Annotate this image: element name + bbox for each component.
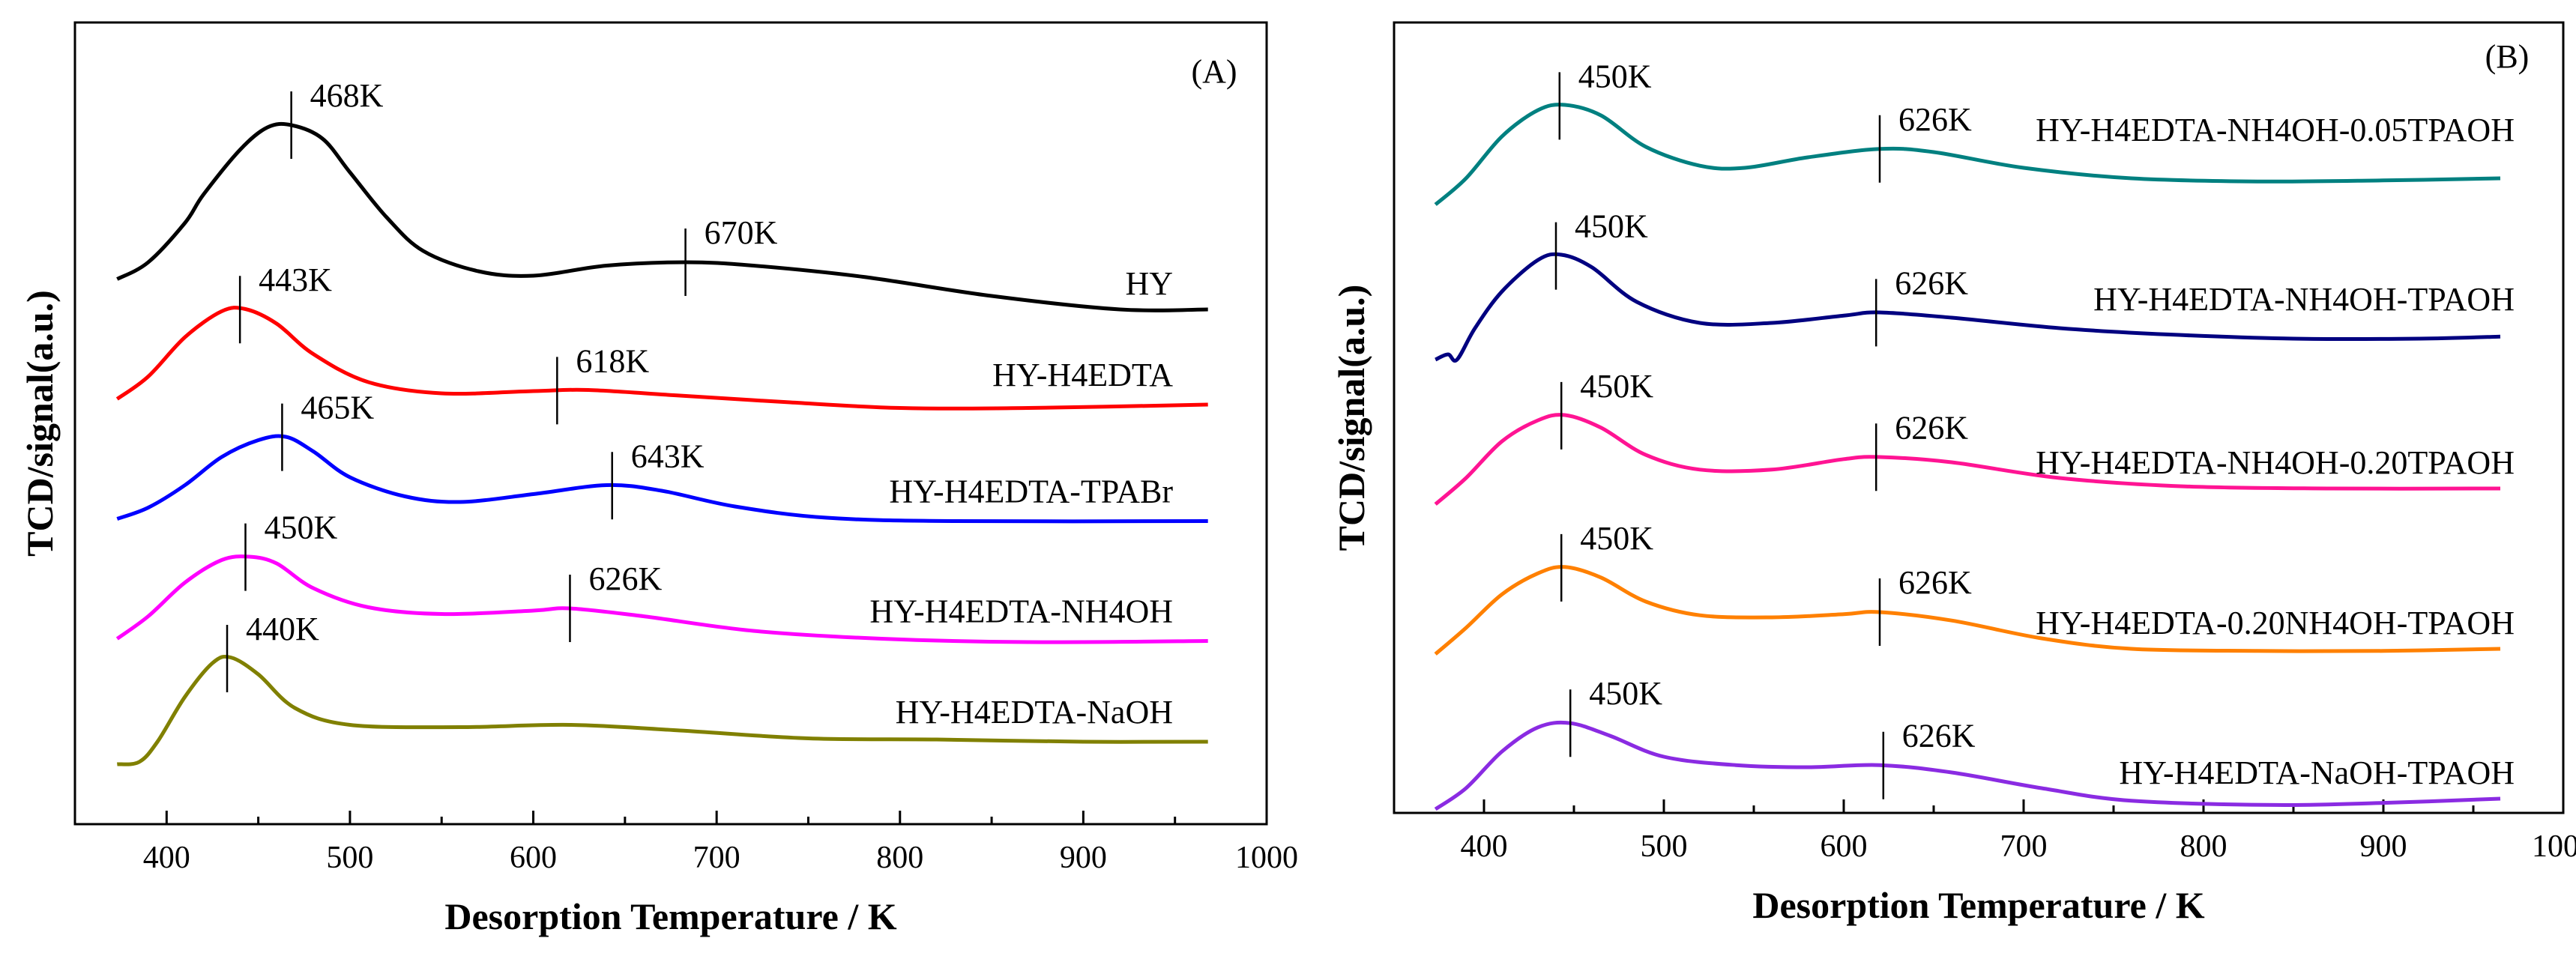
peak-label: 450K	[1580, 368, 1653, 405]
x-tick-label: 600	[1821, 829, 1868, 864]
x-tick-label: 500	[326, 841, 373, 875]
peak-label: 626K	[1902, 718, 1976, 754]
series-label: HY-H4EDTA-NaOH	[896, 694, 1173, 730]
peak-label: 450K	[264, 509, 337, 546]
series-line-1	[116, 121, 1208, 312]
series-line-3	[116, 434, 1208, 524]
series-line-5	[117, 654, 1208, 766]
peak-label: 443K	[259, 261, 332, 298]
peak-label: 626K	[1898, 101, 1972, 138]
peak-label: 626K	[1898, 564, 1972, 601]
plot-frame	[1393, 21, 2565, 814]
x-tick-label: 700	[693, 841, 740, 875]
panel-label: (A)	[1191, 53, 1237, 90]
y-axis-title: TCD/signal(a.u.)	[1330, 285, 1372, 551]
series-line-5	[1434, 720, 2501, 811]
peak-label: 450K	[1578, 58, 1652, 94]
series-label: HY	[1125, 265, 1173, 302]
series-line-2	[1435, 252, 2501, 363]
peak-label: 643K	[631, 438, 705, 474]
x-tick-label: 500	[1641, 829, 1688, 864]
series-line-1	[1434, 103, 2501, 206]
series-label: HY-H4EDTA-NH4OH-0.05TPAOH	[2036, 112, 2515, 148]
x-tick-label: 900	[1060, 841, 1107, 875]
peak-label: 618K	[576, 342, 649, 379]
x-axis-title: Desorption Temperature / K	[1752, 884, 2204, 926]
peak-label: 440K	[246, 611, 319, 647]
x-tick-label: 1000	[2532, 829, 2576, 864]
x-tick-label: 400	[143, 841, 190, 875]
panel-b-chart: 400 500 600 700 800 900 1000 Desorption Tempera…	[1330, 21, 2576, 926]
series-line-2	[115, 306, 1208, 411]
panel-label: (B)	[2485, 38, 2530, 75]
series-label: HY-H4EDTA-0.20NH4OH-TPAOH	[2036, 605, 2515, 641]
peak-label: 450K	[1580, 520, 1653, 557]
y-axis-title: TCD/signal(a.u.)	[19, 290, 61, 557]
peak-label: 670K	[705, 214, 778, 251]
series-label: HY-H4EDTA-NH4OH	[869, 593, 1173, 630]
plot-frame	[73, 21, 1268, 826]
peak-label: 626K	[588, 560, 662, 597]
peak-label: 626K	[1895, 264, 1968, 301]
x-tick-label: 600	[510, 841, 557, 875]
series-label: HY-H4EDTA-TPABr	[889, 474, 1173, 510]
series-label: HY-H4EDTA-NH4OH-TPAOH	[2093, 281, 2515, 318]
x-tick-label: 1000	[1235, 841, 1298, 875]
x-tick-label: 800	[2180, 829, 2227, 864]
series-line-3	[1434, 413, 2501, 506]
series-label: HY-H4EDTA-NH4OH-0.20TPAOH	[2036, 444, 2515, 481]
peak-label: 468K	[310, 77, 384, 114]
x-tick-label: 900	[2360, 829, 2407, 864]
x-axis-title: Desorption Temperature / K	[444, 895, 896, 937]
series-line-4	[1434, 565, 2501, 656]
peak-label: 450K	[1589, 675, 1662, 712]
series-label: HY-H4EDTA	[992, 357, 1173, 393]
series-line-4	[115, 554, 1208, 644]
series-label: HY-H4EDTA-NaOH-TPAOH	[2119, 754, 2515, 791]
peak-label: 450K	[1575, 208, 1648, 245]
x-tick-label: 700	[2000, 829, 2048, 864]
x-tick-label: 400	[1461, 829, 1508, 864]
panel-a-chart: 400 500 600 700 800 900 1000 Desorption Tempera…	[19, 21, 1298, 937]
x-tick-label: 800	[876, 841, 923, 875]
peak-label: 465K	[301, 390, 374, 426]
peak-label: 626K	[1895, 409, 1968, 446]
